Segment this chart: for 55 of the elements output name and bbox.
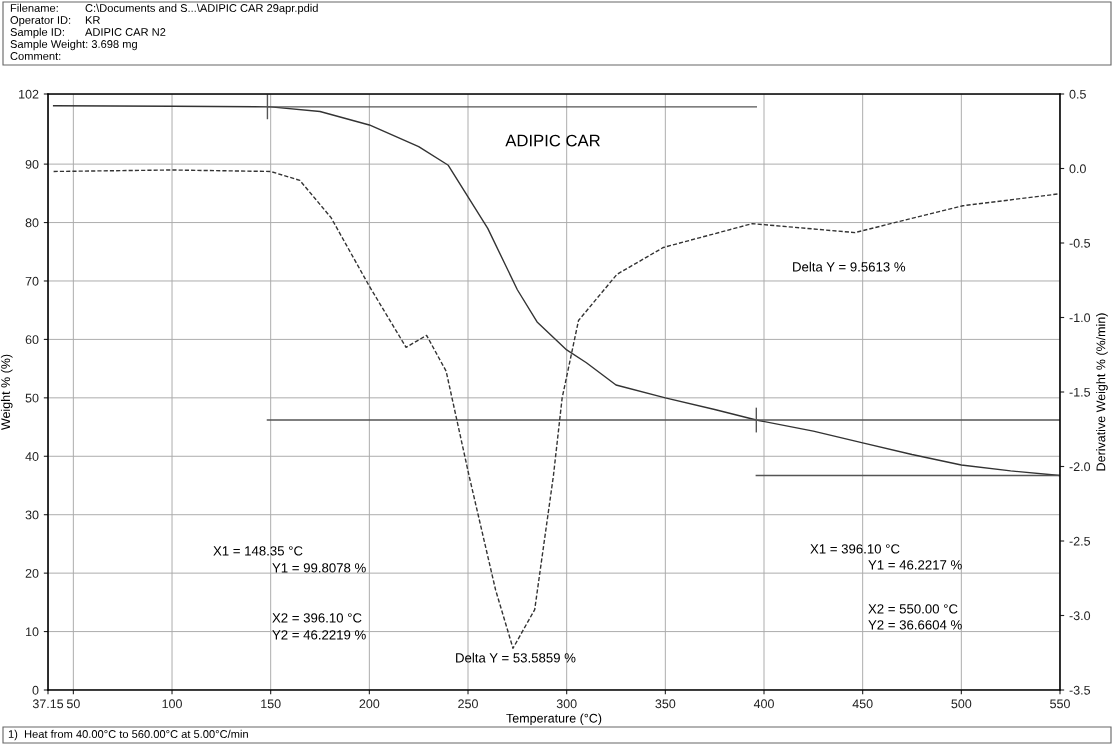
x-tick-label: 37.15 xyxy=(32,699,64,709)
annotation: X1 = 148.35 °C xyxy=(213,546,303,556)
x-tick-label: 100 xyxy=(162,699,182,709)
annotation: X1 = 396.10 °C xyxy=(810,544,900,554)
y-tick-label: 50 xyxy=(25,393,39,403)
text: KR xyxy=(85,16,100,24)
y-tick-label: 0 xyxy=(32,685,39,695)
y-tick-label: 102 xyxy=(19,89,39,99)
y-tick-label: 20 xyxy=(25,568,39,578)
x-tick-label: 150 xyxy=(261,699,281,709)
text: Sample ID: xyxy=(10,27,64,39)
x-tick-label: 200 xyxy=(359,699,380,709)
y-tick-label: 40 xyxy=(25,452,39,461)
y-axis-title: Weight % (%) xyxy=(0,354,13,431)
x-tick-label: 450 xyxy=(852,699,873,709)
annotation: Y2 = 36.6604 % xyxy=(868,620,962,630)
annotation: Delta Y = 53.5859 % xyxy=(456,652,576,663)
y2-tick-label: -3.5 xyxy=(1069,685,1091,695)
x-axis-title: Temperature (°C) xyxy=(506,713,602,726)
y-tick-label: 30 xyxy=(25,510,39,520)
y2-tick-label: -2.5 xyxy=(1069,536,1091,546)
text: ADIPIC CAR xyxy=(505,134,600,147)
text: C:\Documents and S...\ADIPIC CAR 29apr.pdid xyxy=(85,3,318,15)
y2-tick-label: -1.5 xyxy=(1069,387,1091,397)
y2-tick-label: -0.5 xyxy=(1069,238,1091,248)
y2-tick-label: -3.0 xyxy=(1069,611,1091,621)
x-tick-label: 400 xyxy=(753,699,774,709)
y-tick-label: 90 xyxy=(25,159,39,169)
y2-axis-title: Derivative Weight % (%/min) xyxy=(1096,313,1108,471)
x-tick-label: 300 xyxy=(556,699,577,709)
y-tick-label: 10 xyxy=(26,627,39,637)
y2-tick-label: -2.0 xyxy=(1069,462,1091,472)
annotation: Y2 = 46.2219 % xyxy=(272,630,366,640)
y-tick-label: 80 xyxy=(25,218,39,228)
text: Sample Weight: 3.698 mg xyxy=(10,39,137,51)
text: Operator ID: xyxy=(10,16,71,27)
annotation: Delta Y = 9.5613 % xyxy=(793,261,906,272)
y-tick-label: 70 xyxy=(25,276,39,286)
text: ADIPIC CAR N2 xyxy=(85,28,166,36)
x-tick-label: 50 xyxy=(66,699,80,709)
x-tick-label: 500 xyxy=(951,699,972,709)
annotation: Y1 = 99.8078 % xyxy=(272,563,366,573)
x-tick-label: 550 xyxy=(1050,699,1070,709)
text: 1) Heat from 40.00°C to 560.00°C at 5.00°C/min xyxy=(8,729,248,741)
annotation: X2 = 550.00 °C xyxy=(868,604,958,614)
y2-tick-label: 0.5 xyxy=(1069,89,1086,99)
text: Filename: xyxy=(10,3,58,12)
y2-tick-label: 0.0 xyxy=(1069,164,1086,174)
y-tick-label: 60 xyxy=(25,335,39,345)
x-tick-label: 250 xyxy=(458,699,478,709)
x-tick-label: 350 xyxy=(655,699,676,709)
annotation: Y1 = 46.2217 % xyxy=(868,560,962,570)
y2-tick-label: -1.0 xyxy=(1069,313,1091,323)
annotation: X2 = 396.10 °C xyxy=(272,613,362,623)
text: Comment: xyxy=(10,52,61,60)
